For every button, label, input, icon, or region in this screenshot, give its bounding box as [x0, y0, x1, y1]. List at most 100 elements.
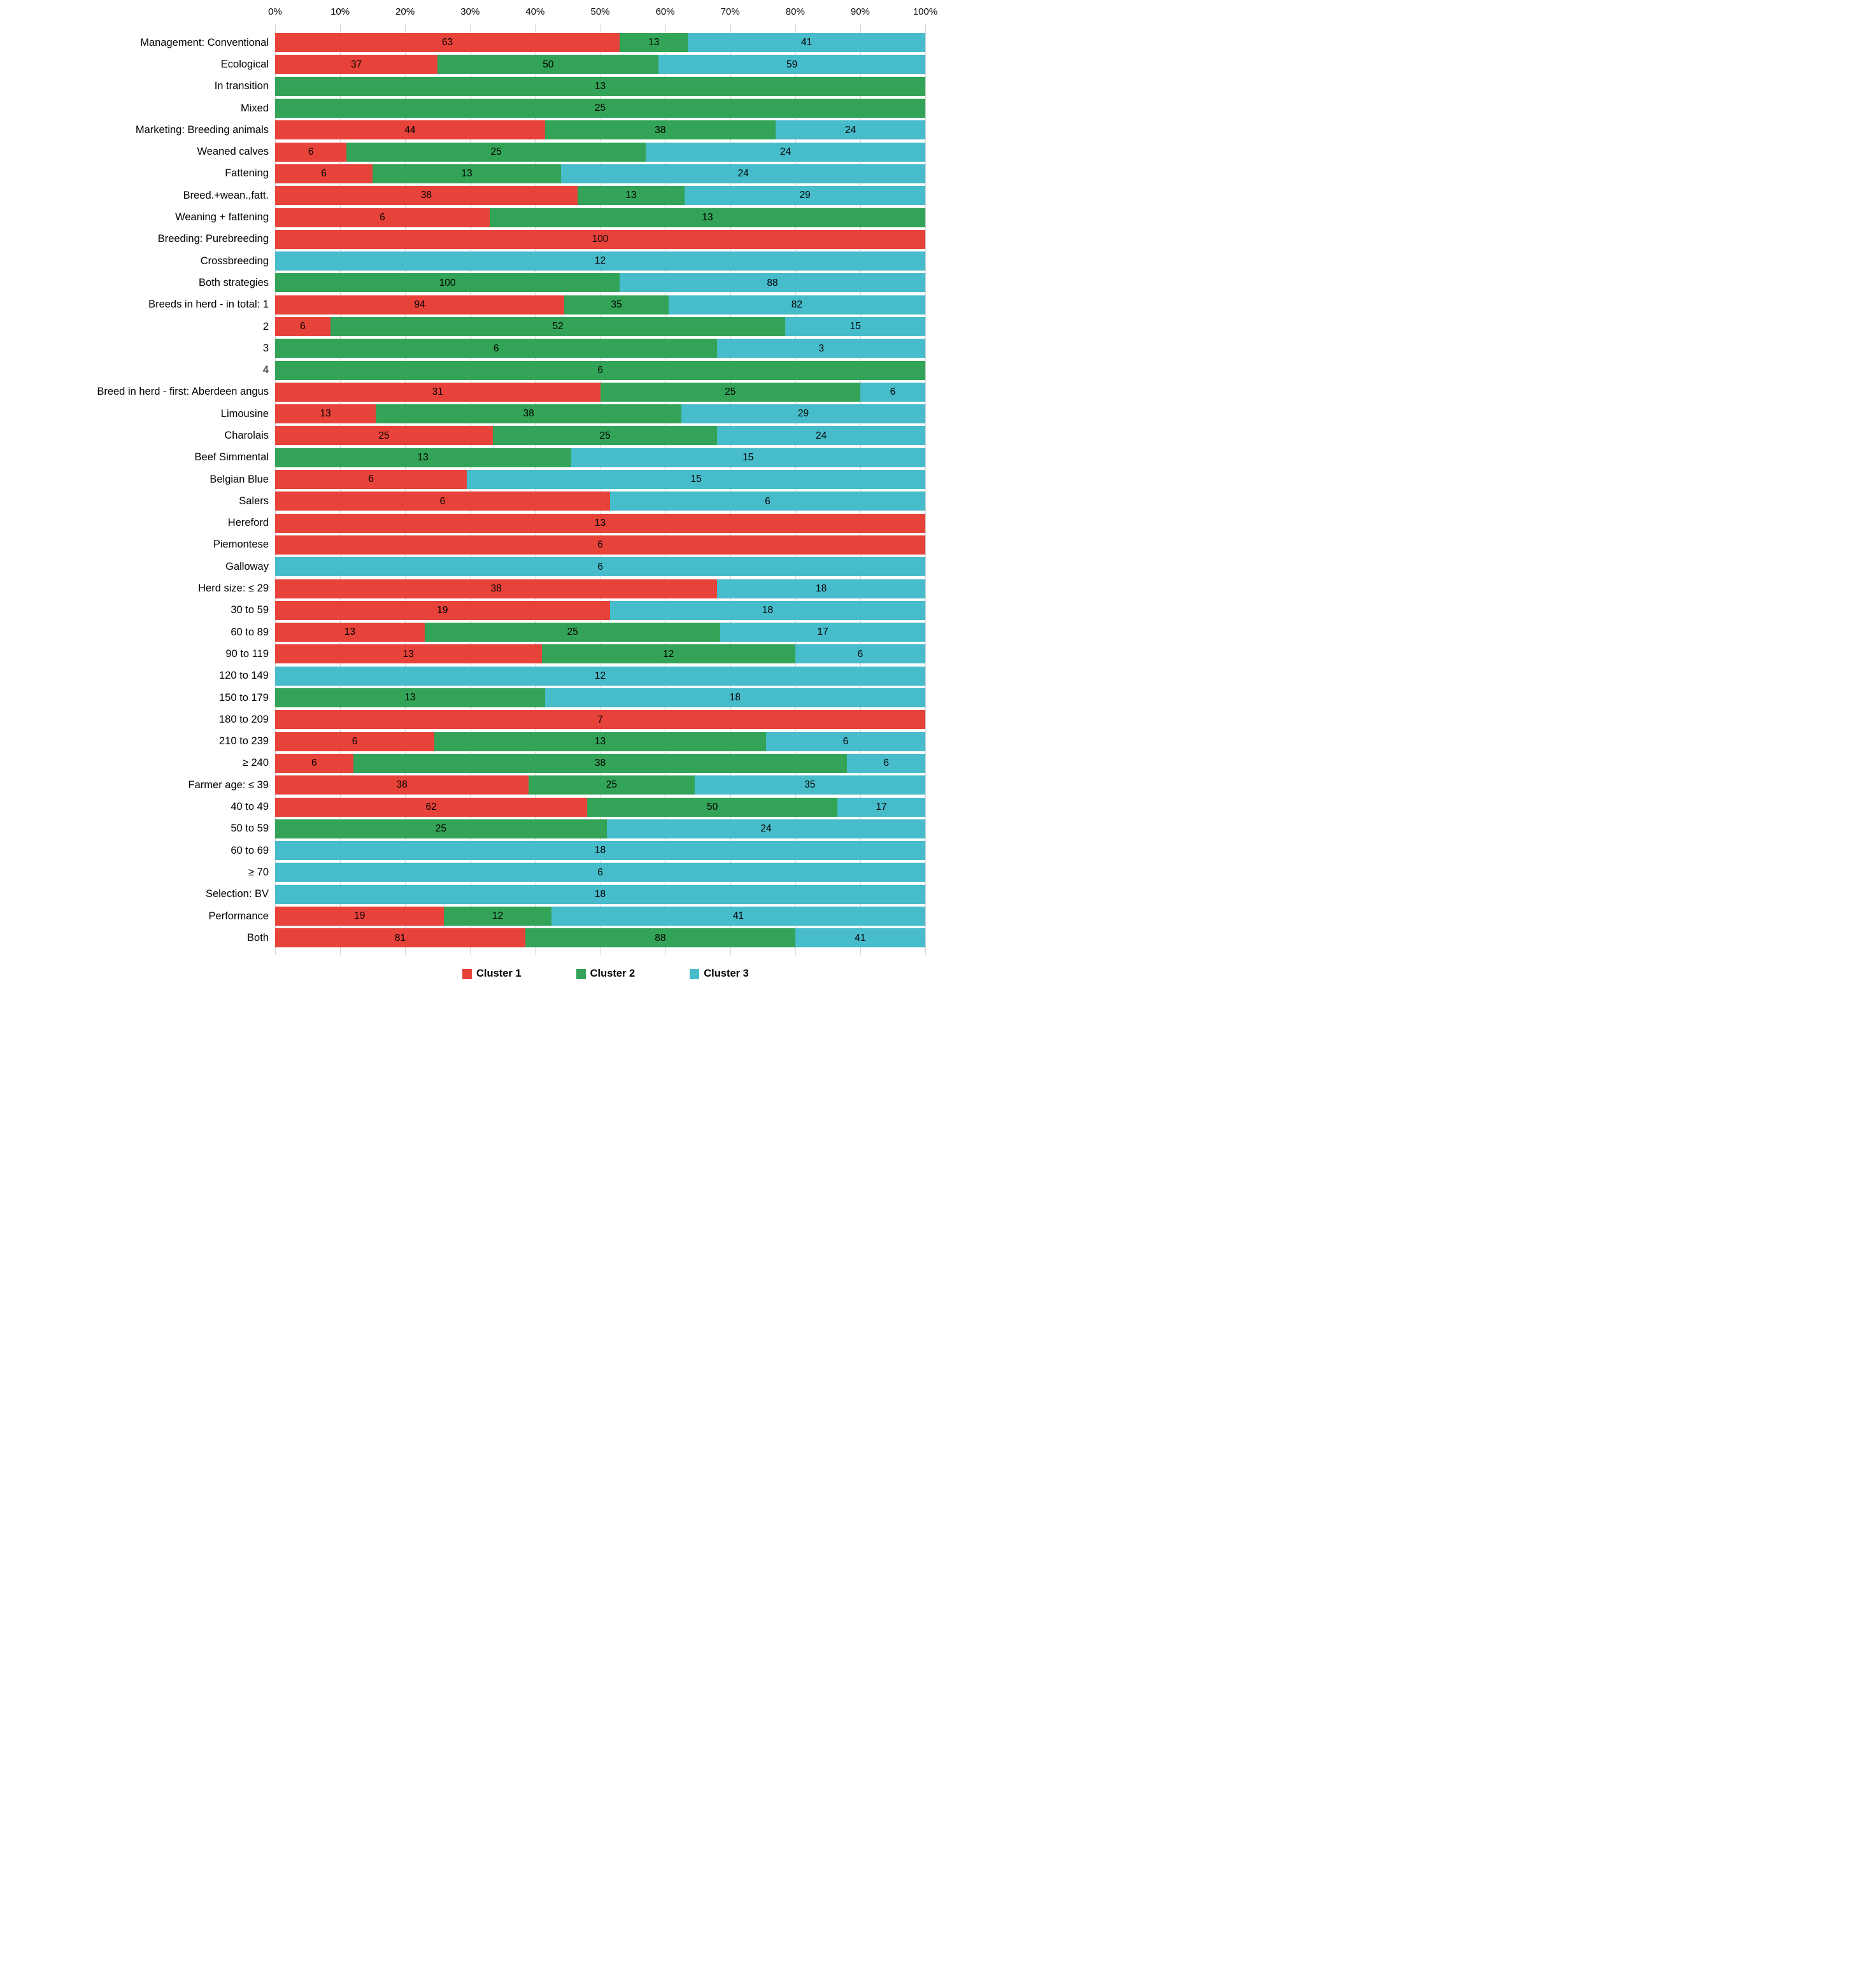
segment-value-label: 19 [354, 910, 366, 922]
x-axis-tick-label: 90% [850, 6, 870, 17]
bar-segment-cluster-2: 25 [529, 775, 695, 795]
segment-value-label: 100 [592, 234, 609, 245]
legend: Cluster 1 Cluster 2 Cluster 3 [462, 968, 938, 980]
bar-track: 25 25 24 [275, 426, 925, 446]
bar-track: 44 38 24 [275, 120, 925, 140]
category-label: 90 to 119 [225, 647, 269, 660]
chart-row: 50 to 59 25 24 [0, 818, 938, 840]
segment-value-label: 6 [597, 561, 603, 572]
segment-value-label: 41 [732, 910, 744, 922]
bar-track: 13 25 17 [275, 623, 925, 642]
bar-track: 13 15 [275, 448, 925, 467]
segment-value-label: 38 [396, 779, 408, 791]
segment-value-label: 6 [857, 648, 863, 660]
category-label: Piemontese [213, 539, 269, 551]
chart-row: Mixed 25 [0, 97, 938, 119]
bar-segment-cluster-2: 25 [346, 142, 646, 162]
bar-segment-cluster-1: 6 [275, 208, 490, 227]
segment-value-label: 24 [737, 168, 749, 180]
segment-value-label: 13 [402, 648, 414, 660]
segment-value-label: 59 [786, 59, 798, 70]
bar-segment-cluster-1: 6 [275, 164, 373, 183]
segment-value-label: 50 [543, 59, 554, 70]
category-label: 150 to 179 [219, 691, 269, 704]
segment-value-label: 13 [648, 37, 660, 48]
bar-segment-cluster-3: 18 [544, 688, 925, 708]
bar-segment-cluster-1: 81 [275, 928, 526, 948]
segment-value-label: 24 [816, 430, 827, 441]
chart-row: Ecological 37 50 59 [0, 53, 938, 75]
segment-value-label: 6 [300, 321, 306, 332]
legend-swatch-icon [576, 968, 586, 979]
chart-row: Selection: BV 18 [0, 884, 938, 905]
category-label: 120 to 149 [219, 670, 269, 682]
bar-segment-cluster-3: 15 [571, 448, 925, 467]
bar-segment-cluster-3: 88 [620, 273, 925, 293]
gridline [665, 24, 666, 956]
chart-row: ≥ 70 6 [0, 861, 938, 883]
bar-segment-cluster-1: 7 [275, 710, 925, 730]
bar-segment-cluster-2: 13 [620, 33, 688, 53]
gridline [795, 24, 796, 956]
category-label: Limousine [220, 407, 269, 420]
bar-track: 100 88 [275, 273, 925, 293]
bar-track: 13 [275, 76, 925, 96]
segment-value-label: 6 [308, 146, 314, 157]
category-label: Breed in herd - first: Aberdeen angus [97, 386, 269, 398]
category-label: Crossbreeding [200, 255, 269, 267]
bar-segment-cluster-2: 38 [376, 404, 682, 424]
x-axis-tick-label: 0% [268, 6, 282, 17]
bar-segment-cluster-3: 6 [795, 644, 925, 664]
segment-value-label: 81 [394, 932, 406, 944]
legend-label: Cluster 2 [590, 968, 636, 980]
bar-segment-cluster-3: 41 [795, 928, 925, 948]
bar-track: 63 13 41 [275, 33, 925, 53]
bar-track: 18 [275, 884, 925, 904]
bar-segment-cluster-2: 13 [275, 448, 571, 467]
segment-value-label: 38 [523, 408, 534, 420]
category-label: Mixed [240, 102, 269, 114]
bar-segment-cluster-3: 6 [275, 863, 925, 882]
bar-segment-cluster-3: 18 [275, 841, 925, 861]
chart-row: Breeds in herd - in total: 1 94 35 82 [0, 294, 938, 316]
category-label: In transition [214, 80, 269, 92]
category-label: Charolais [224, 429, 269, 441]
bar-segment-cluster-1: 25 [275, 426, 494, 446]
segment-value-label: 44 [404, 124, 416, 136]
category-label: 30 to 59 [231, 604, 269, 616]
bar-track: 13 [275, 513, 925, 533]
chart-row: 2 6 52 15 [0, 316, 938, 337]
category-label: Breeding: Purebreeding [157, 233, 269, 245]
category-label: Breeds in herd - in total: 1 [148, 299, 269, 311]
segment-value-label: 12 [663, 648, 674, 660]
bar-segment-cluster-3: 17 [837, 797, 925, 817]
bar-segment-cluster-3: 6 [275, 557, 925, 577]
segment-value-label: 6 [493, 343, 499, 354]
category-label: Ecological [220, 58, 269, 70]
bar-track: 12 [275, 251, 925, 271]
segment-value-label: 15 [849, 321, 861, 332]
category-label: Selection: BV [205, 888, 269, 900]
segment-value-label: 24 [760, 823, 772, 835]
bar-segment-cluster-1: 6 [275, 732, 435, 751]
bar-track: 94 35 82 [275, 295, 925, 315]
bar-segment-cluster-3: 82 [668, 295, 925, 315]
bar-segment-cluster-2: 25 [424, 623, 721, 642]
chart-row: Beef Simmental 13 15 [0, 447, 938, 469]
segment-value-label: 7 [597, 714, 603, 725]
segment-value-label: 62 [425, 801, 437, 812]
bar-segment-cluster-2: 100 [275, 273, 620, 293]
bar-track: 31 25 6 [275, 382, 925, 402]
bar-track: 6 25 24 [275, 142, 925, 162]
segment-value-label: 38 [594, 758, 606, 769]
x-axis-tick-label: 50% [590, 6, 610, 17]
category-label: Both strategies [198, 276, 269, 288]
category-label: Marketing: Breeding animals [135, 124, 269, 136]
category-label: Beef Simmental [194, 451, 269, 463]
bar-segment-cluster-3: 12 [275, 251, 925, 271]
bar-segment-cluster-2: 13 [489, 208, 925, 227]
segment-value-label: 6 [321, 168, 327, 180]
bar-segment-cluster-3: 15 [467, 470, 925, 490]
